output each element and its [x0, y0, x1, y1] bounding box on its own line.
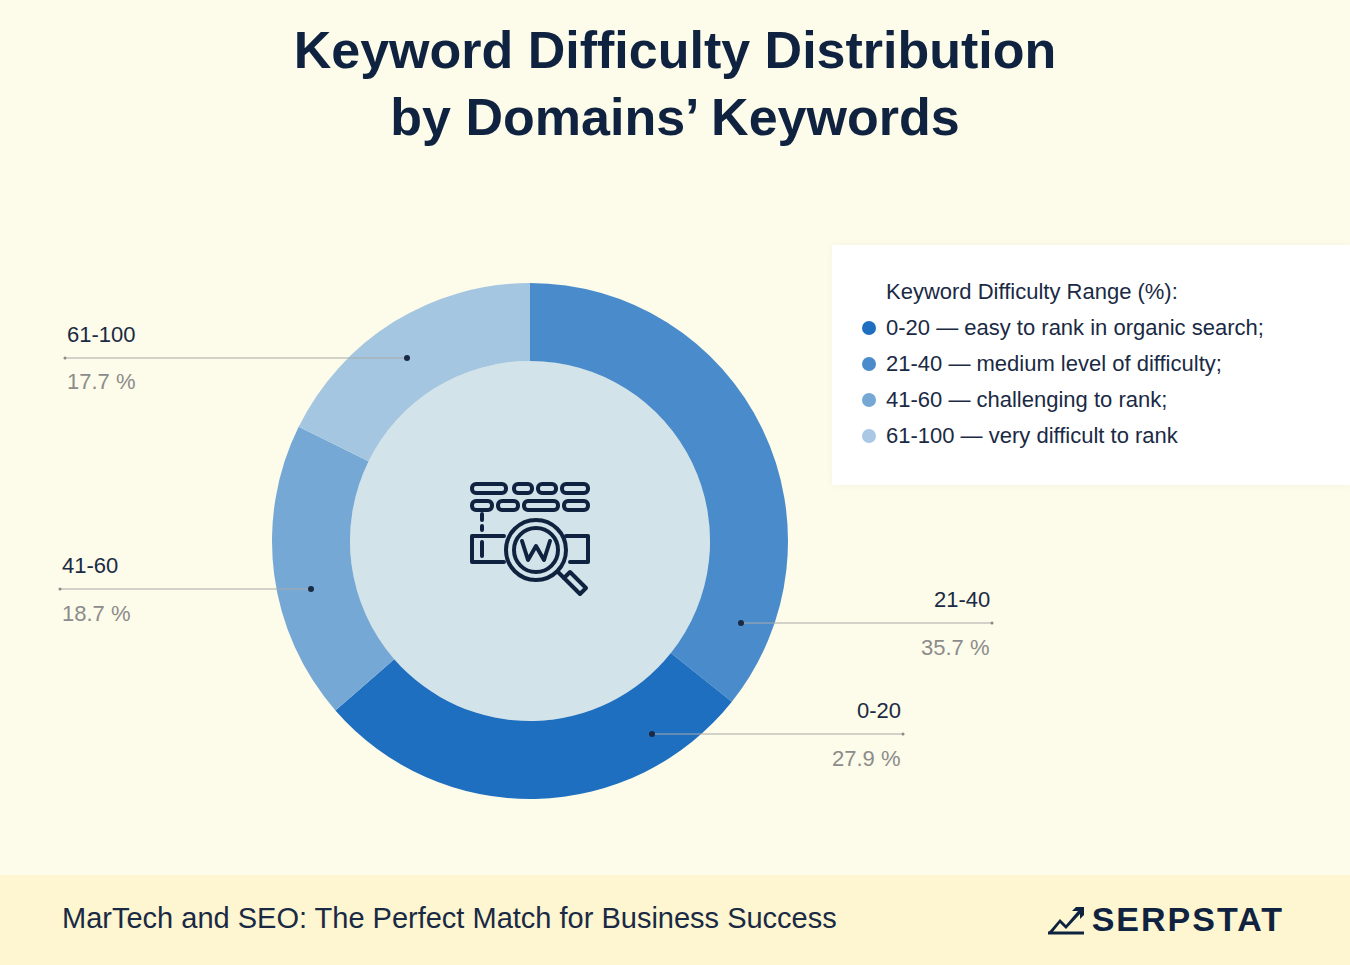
html-text:MarTech and SEO: The Perfect M: MarTech and SEO: The Perfect Match for B… [62, 902, 837, 934]
html-text:41-60 — challenging to rank;: 41-60 — challenging to rank; [886, 387, 1168, 412]
html-text:0-20 — easy to rank in organic: 0-20 — easy to rank in organic search; [886, 315, 1264, 340]
svg-text:41-60: 41-60 [62, 553, 118, 578]
svg-text:61-100: 61-100 [67, 322, 136, 347]
svg-text:17.7 %: 17.7 % [67, 369, 136, 394]
svg-text:21-40: 21-40 [934, 587, 990, 612]
svg-text:27.9 %: 27.9 % [832, 746, 901, 771]
html-text:SERPSTAT: SERPSTAT [1091, 900, 1284, 938]
svg-text:0-20: 0-20 [857, 698, 901, 723]
html-text:61-100 — very difficult to ran: 61-100 — very difficult to rank [886, 423, 1178, 448]
html-text:Keyword Difficulty Range (%):: Keyword Difficulty Range (%): [886, 279, 1178, 304]
svg-text:Keyword Difficulty Distributio: Keyword Difficulty Distributionby Domain… [294, 21, 1057, 147]
svg-text:18.7 %: 18.7 % [62, 601, 131, 626]
svg-text:35.7 %: 35.7 % [921, 635, 990, 660]
html-text:21-40 — medium level of diffic: 21-40 — medium level of difficulty; [886, 351, 1222, 376]
